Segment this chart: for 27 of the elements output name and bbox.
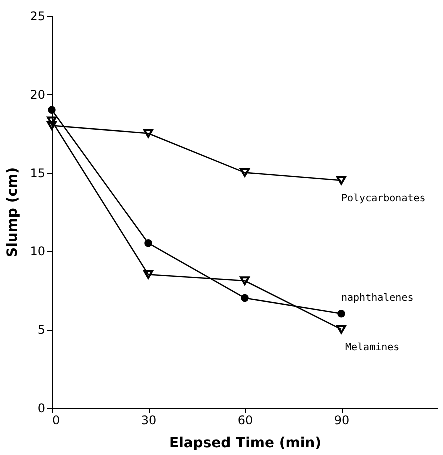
point bbox=[240, 168, 250, 178]
y-tick-label: 20 bbox=[30, 88, 46, 102]
y-tick-label: 5 bbox=[38, 323, 46, 338]
point bbox=[241, 294, 249, 302]
series-label: naphthalenes bbox=[342, 292, 414, 304]
point bbox=[47, 121, 57, 130]
point bbox=[48, 106, 56, 114]
point bbox=[47, 116, 57, 126]
y-axis-title: Slump (cm) bbox=[5, 167, 22, 258]
point bbox=[144, 270, 154, 280]
point bbox=[144, 129, 154, 138]
y-tick-label: 15 bbox=[30, 166, 46, 180]
point bbox=[336, 176, 346, 185]
point bbox=[338, 310, 346, 318]
x-tick-label: 60 bbox=[238, 414, 254, 428]
point bbox=[336, 325, 346, 334]
x-axis-title: Elapsed Time (min) bbox=[169, 436, 322, 452]
x-tick-label: 90 bbox=[334, 414, 350, 428]
y-tick-label: 10 bbox=[30, 244, 46, 259]
series-label: Polycarbonates bbox=[342, 194, 426, 205]
y-tick-label: 25 bbox=[30, 10, 46, 24]
x-tick-label: 30 bbox=[141, 414, 157, 428]
x-tick-label: 0 bbox=[52, 414, 60, 428]
point bbox=[144, 239, 152, 248]
series-label: Melamines bbox=[346, 342, 400, 354]
point bbox=[240, 276, 250, 286]
y-tick-label: 0 bbox=[38, 402, 46, 416]
